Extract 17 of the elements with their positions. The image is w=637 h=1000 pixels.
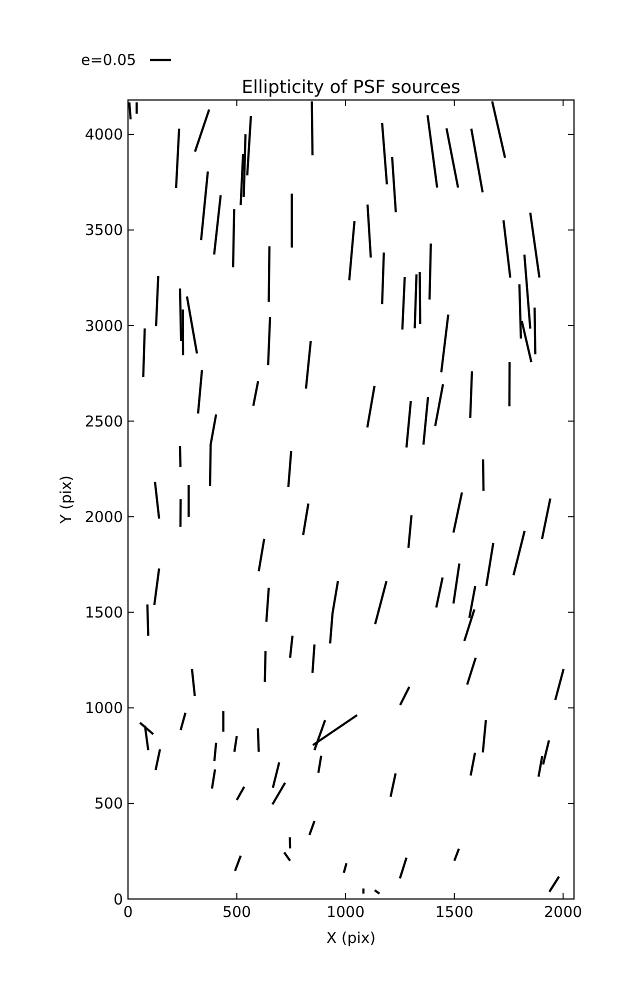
- y-tick-label: 500: [94, 794, 123, 813]
- text: e=0.05: [81, 51, 136, 69]
- x-tick-label: 500: [222, 903, 252, 921]
- y-tick-label: 4000: [84, 126, 123, 144]
- y-axis-title: Y (pix): [57, 475, 75, 525]
- x-tick-label: 2000: [544, 903, 582, 921]
- x-tick-label: 1000: [326, 903, 365, 921]
- y-tick-label: 1500: [84, 604, 123, 622]
- y-tick-label: 2000: [84, 508, 123, 526]
- y-tick-label: 3500: [84, 221, 123, 240]
- y-tick-label: 0: [113, 890, 123, 908]
- y-tick-label: 2500: [84, 412, 123, 430]
- y-tick-label: 3000: [84, 316, 123, 335]
- chart-title: Ellipticity of PSF sources: [242, 77, 460, 98]
- x-tick-label: 1500: [435, 903, 474, 921]
- y-tick-label: 1000: [84, 699, 123, 718]
- x-axis-title: X (pix): [326, 929, 376, 947]
